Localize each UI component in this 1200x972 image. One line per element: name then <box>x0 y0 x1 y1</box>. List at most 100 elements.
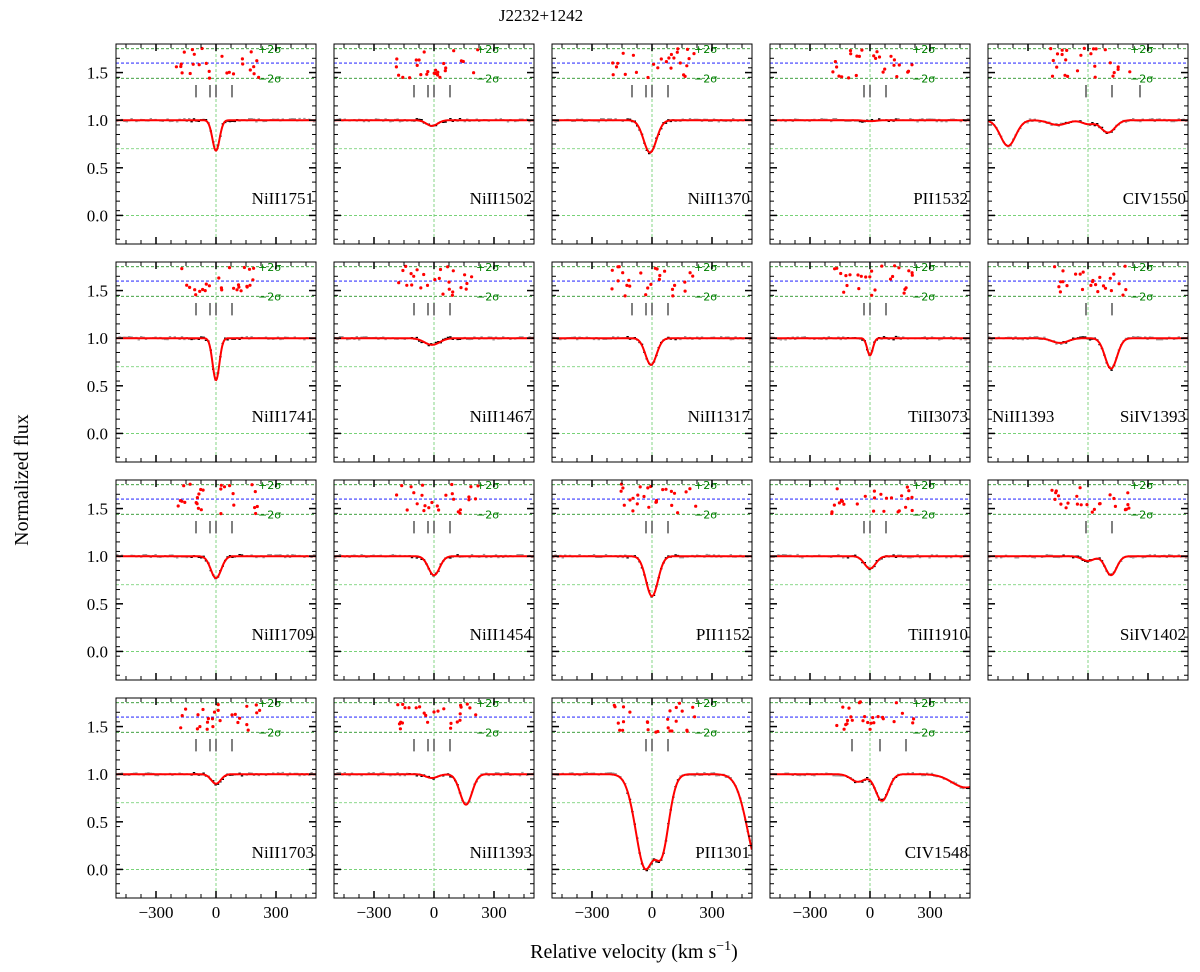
residual-point <box>397 281 400 284</box>
residual-point <box>688 487 691 490</box>
residual-point <box>663 270 666 273</box>
minus-2sigma-label: −2σ <box>1130 508 1153 521</box>
residual-point <box>185 284 188 287</box>
y-tick-label: 0.0 <box>87 424 108 443</box>
residual-point <box>448 288 451 291</box>
residual-point <box>1064 58 1067 61</box>
residual-point <box>647 506 650 509</box>
residual-point <box>1066 502 1069 505</box>
spectrum-data <box>552 555 754 597</box>
residual-point <box>447 281 450 284</box>
residual-point <box>628 711 631 714</box>
residual-point <box>1061 49 1064 52</box>
spectrum-data <box>116 773 318 785</box>
guide-lines <box>552 480 752 680</box>
residual-point <box>228 71 231 74</box>
residual-point <box>681 710 684 713</box>
residual-point <box>470 275 473 278</box>
residual-point <box>426 721 429 724</box>
guide-lines <box>988 44 1188 244</box>
residual-point <box>845 284 848 287</box>
guide-lines <box>334 480 534 680</box>
residual-point <box>911 274 914 277</box>
residual-point <box>871 716 874 719</box>
x-tick-label: 0 <box>648 903 657 922</box>
guide-lines <box>334 698 534 898</box>
residual-point <box>1126 503 1129 506</box>
residual-point <box>685 490 688 493</box>
residual-point <box>198 290 201 293</box>
residual-point <box>665 60 668 63</box>
residual-point <box>422 509 425 512</box>
x-axis-label-main: Relative velocity (km s <box>530 941 716 963</box>
x-tick-label: 0 <box>866 903 875 922</box>
residual-point <box>868 275 871 278</box>
residual-point <box>204 289 207 292</box>
residual-point <box>1094 76 1097 79</box>
residual-point <box>907 269 910 272</box>
residual-point <box>670 729 673 732</box>
residual-point <box>418 58 421 61</box>
residual-point <box>1117 65 1120 68</box>
residual-point <box>893 58 896 61</box>
residual-point <box>223 485 226 488</box>
residual-point <box>444 494 447 497</box>
residual-point <box>1111 75 1114 78</box>
residual-point <box>183 501 186 504</box>
minus-2sigma-label: −2σ <box>258 508 281 521</box>
residual-point <box>1110 289 1113 292</box>
minus-2sigma-label: −2σ <box>694 72 717 85</box>
residual-point <box>207 717 210 720</box>
residual-point <box>1099 502 1102 505</box>
residual-point <box>911 721 914 724</box>
residual-point <box>451 294 454 297</box>
residual-point <box>873 490 876 493</box>
residual-point <box>180 267 183 270</box>
residual-point <box>635 71 638 74</box>
residual-point <box>193 288 196 291</box>
y-tick-label: 0.0 <box>87 206 108 225</box>
residual-point <box>466 703 469 706</box>
residual-point <box>419 73 422 76</box>
spectrum-fit-region <box>408 555 461 576</box>
residual-point <box>848 273 851 276</box>
residual-point <box>644 293 647 296</box>
panel-label-secondary: NiII1393 <box>992 407 1054 426</box>
residual-point <box>1093 65 1096 68</box>
residual-point <box>179 726 182 729</box>
x-axis-label-close: ) <box>731 941 738 963</box>
residual-point <box>246 285 249 288</box>
panel-tiii1910: +2σ−2σTiII1910 <box>770 479 972 680</box>
residual-point <box>621 271 624 274</box>
residual-point <box>869 728 872 731</box>
residual-point <box>639 485 642 488</box>
residual-point <box>671 288 674 291</box>
residual-point <box>856 502 859 505</box>
residual-point <box>452 498 455 501</box>
residual-point <box>219 487 222 490</box>
residual-point <box>1114 505 1117 508</box>
residual-point <box>197 492 200 495</box>
residual-point <box>196 496 199 499</box>
residual-point <box>1075 495 1078 498</box>
residuals <box>620 483 698 515</box>
residual-point <box>255 703 258 706</box>
residual-point <box>444 69 447 72</box>
residual-point <box>421 484 424 487</box>
residual-point <box>419 286 422 289</box>
residual-point <box>1050 489 1053 492</box>
residual-point <box>255 711 258 714</box>
residual-point <box>243 266 246 269</box>
residual-point <box>892 64 895 67</box>
residual-point <box>691 275 694 278</box>
residual-point <box>685 64 688 67</box>
residual-point <box>200 508 203 511</box>
residual-point <box>872 721 875 724</box>
residual-point <box>836 487 839 490</box>
residual-point <box>1059 503 1062 506</box>
residual-point <box>612 73 615 76</box>
residual-point <box>613 705 616 708</box>
residual-point <box>875 50 878 53</box>
residual-point <box>183 51 186 54</box>
guide-lines <box>334 262 534 462</box>
